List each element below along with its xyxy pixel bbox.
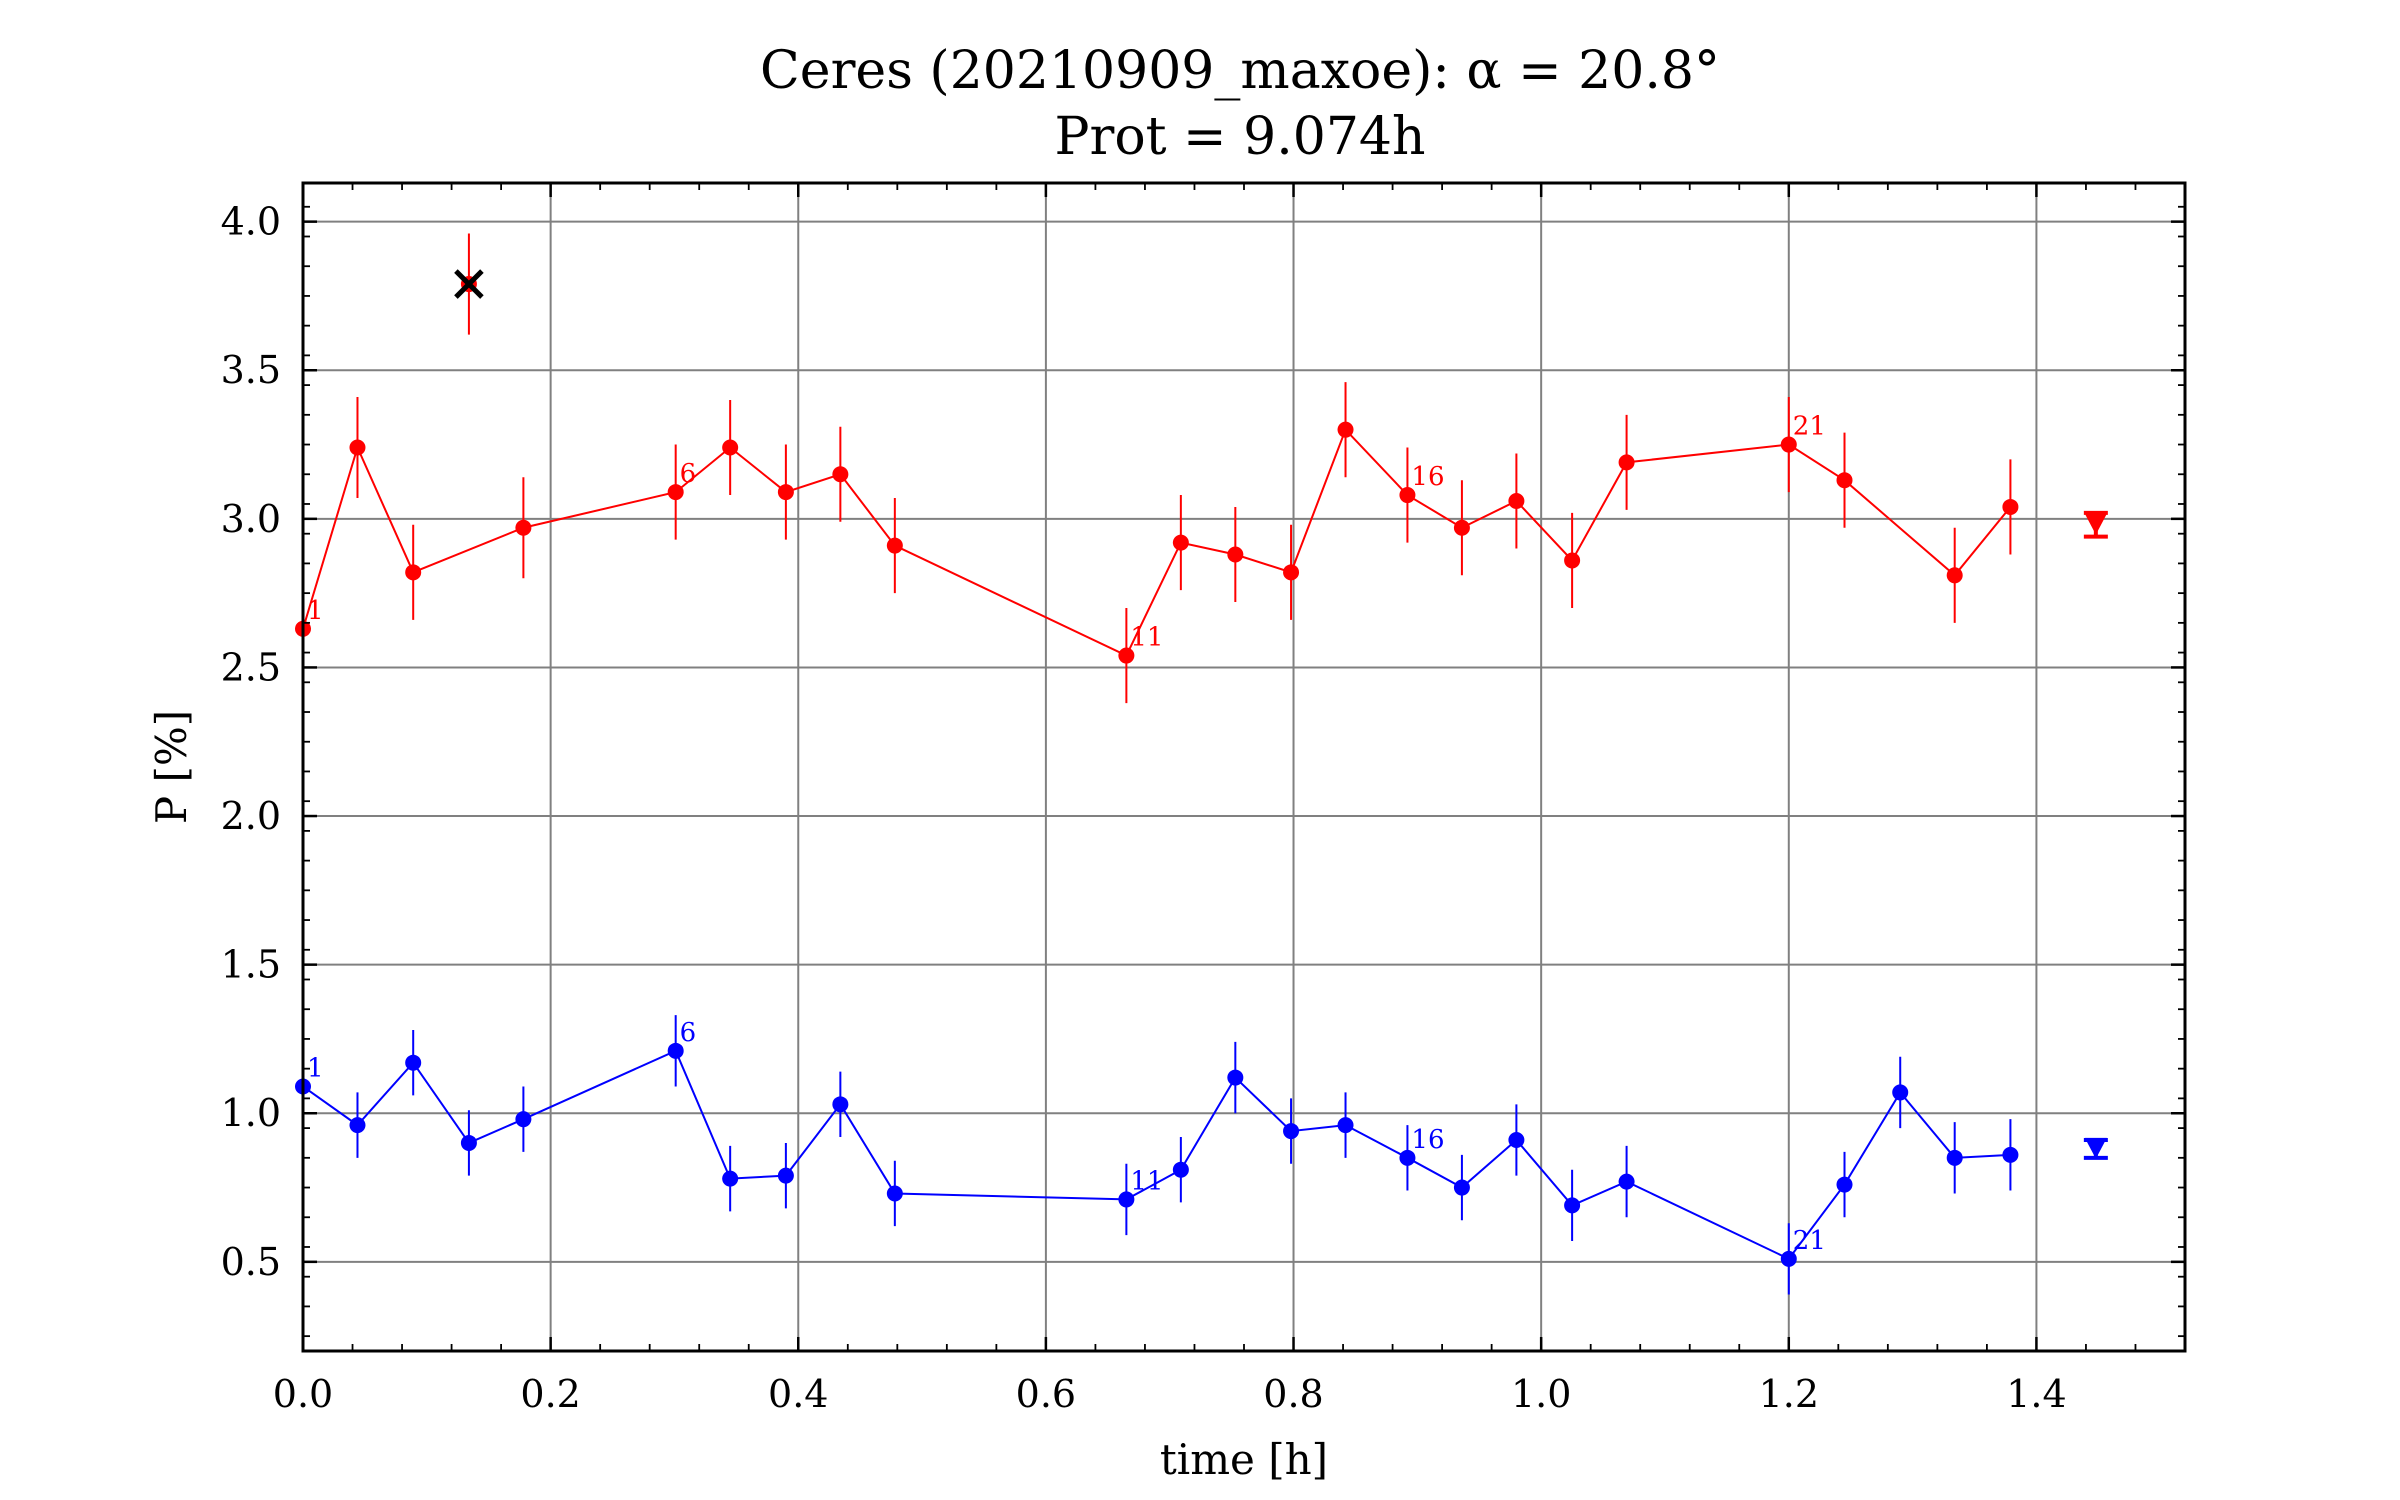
y-tick-label: 4.0 (221, 200, 281, 244)
data-point (1836, 472, 1853, 489)
mean-point (2084, 513, 2107, 535)
outlier-cross-mark (454, 269, 484, 299)
point-label: 21 (1793, 412, 1826, 442)
x-tick-label: 1.0 (1511, 1372, 1571, 1416)
point-label: 6 (680, 459, 697, 489)
data-point (1508, 493, 1525, 510)
x-tick-label: 1.4 (2006, 1372, 2066, 1416)
y-tick-label: 1.5 (221, 943, 281, 987)
data-point (1118, 647, 1135, 664)
data-point (1227, 546, 1244, 563)
data-point (1508, 1131, 1525, 1148)
data-point (1453, 1179, 1470, 1196)
y-tick-label: 0.5 (221, 1240, 281, 1284)
x-axis-label: time [h] (1160, 1435, 1328, 1484)
y-tick-label: 3.5 (221, 348, 281, 392)
point-label: 11 (1130, 623, 1163, 653)
mean-point (2084, 1137, 2107, 1159)
data-point (1118, 1191, 1135, 1208)
data-point (667, 484, 684, 501)
point-label: 6 (680, 1018, 697, 1048)
y-tick-label: 2.0 (221, 794, 281, 838)
data-point (886, 1185, 903, 1202)
data-point (1337, 1117, 1354, 1134)
x-tick-label: 0.2 (520, 1372, 580, 1416)
data-point (1283, 1123, 1300, 1140)
data-point (1564, 1197, 1581, 1214)
data-point (2002, 1146, 2019, 1163)
data-point (1227, 1069, 1244, 1086)
chart-subtitle: Prot = 9.074h (1054, 107, 1425, 167)
data-point (1892, 1084, 1909, 1101)
data-point (832, 466, 849, 483)
point-label: 16 (1411, 1125, 1444, 1155)
data-point (722, 439, 739, 456)
data-point (1172, 1161, 1189, 1178)
data-point (349, 439, 366, 456)
data-point (1399, 487, 1416, 504)
plot-frame (301, 181, 2187, 1353)
x-tick-label: 0.6 (1016, 1372, 1076, 1416)
data-point (1946, 567, 1963, 584)
point-label: 11 (1130, 1166, 1163, 1196)
data-point (832, 1096, 849, 1113)
x-tick-label: 1.2 (1759, 1372, 1819, 1416)
y-tick-label: 1.0 (221, 1091, 281, 1135)
y-tick-label: 2.5 (221, 645, 281, 689)
data-point (1946, 1149, 1963, 1166)
grid-lines (302, 183, 2185, 1351)
data-point (1399, 1149, 1416, 1166)
chart-title: Ceres (20210909_maxoe): α = 20.8° (760, 41, 1720, 101)
x-tick-label: 0.8 (1263, 1372, 1323, 1416)
series-line (302, 1049, 2011, 1261)
data-point (1172, 534, 1189, 551)
data-point (515, 519, 532, 536)
data-point (667, 1042, 684, 1059)
data-point (886, 537, 903, 554)
data-point (1780, 436, 1797, 453)
data-point (1780, 1250, 1797, 1267)
axis-ticks: 0.0 0.2 0.4 0.6 0.8 1.0 1.2 1.4 0.5 1.0 1.5 2.0 2.5 3… (221, 183, 2186, 1416)
y-tick-label: 3.0 (221, 497, 281, 541)
point-label: 16 (1411, 462, 1444, 492)
data-point (349, 1117, 366, 1134)
data-point (722, 1170, 739, 1187)
data-point (777, 1167, 794, 1184)
point-label: 1 (307, 1053, 324, 1083)
data-point (405, 564, 422, 581)
data-point (1564, 552, 1581, 569)
data-point (1283, 564, 1300, 581)
data-point (1453, 519, 1470, 536)
y-axis-label: P [%] (147, 710, 196, 824)
point-label: 1 (307, 596, 324, 626)
x-tick-label: 0.0 (273, 1372, 333, 1416)
data-point (1618, 1173, 1635, 1190)
data-point (1836, 1176, 1853, 1193)
data-point (2002, 498, 2019, 515)
data-point (405, 1054, 422, 1071)
point-label: 21 (1793, 1226, 1826, 1256)
data-point (460, 1134, 477, 1151)
data-point (515, 1111, 532, 1128)
data-point (1618, 454, 1635, 471)
data-point (1337, 421, 1354, 438)
data-point (777, 484, 794, 501)
x-tick-label: 0.4 (768, 1372, 828, 1416)
